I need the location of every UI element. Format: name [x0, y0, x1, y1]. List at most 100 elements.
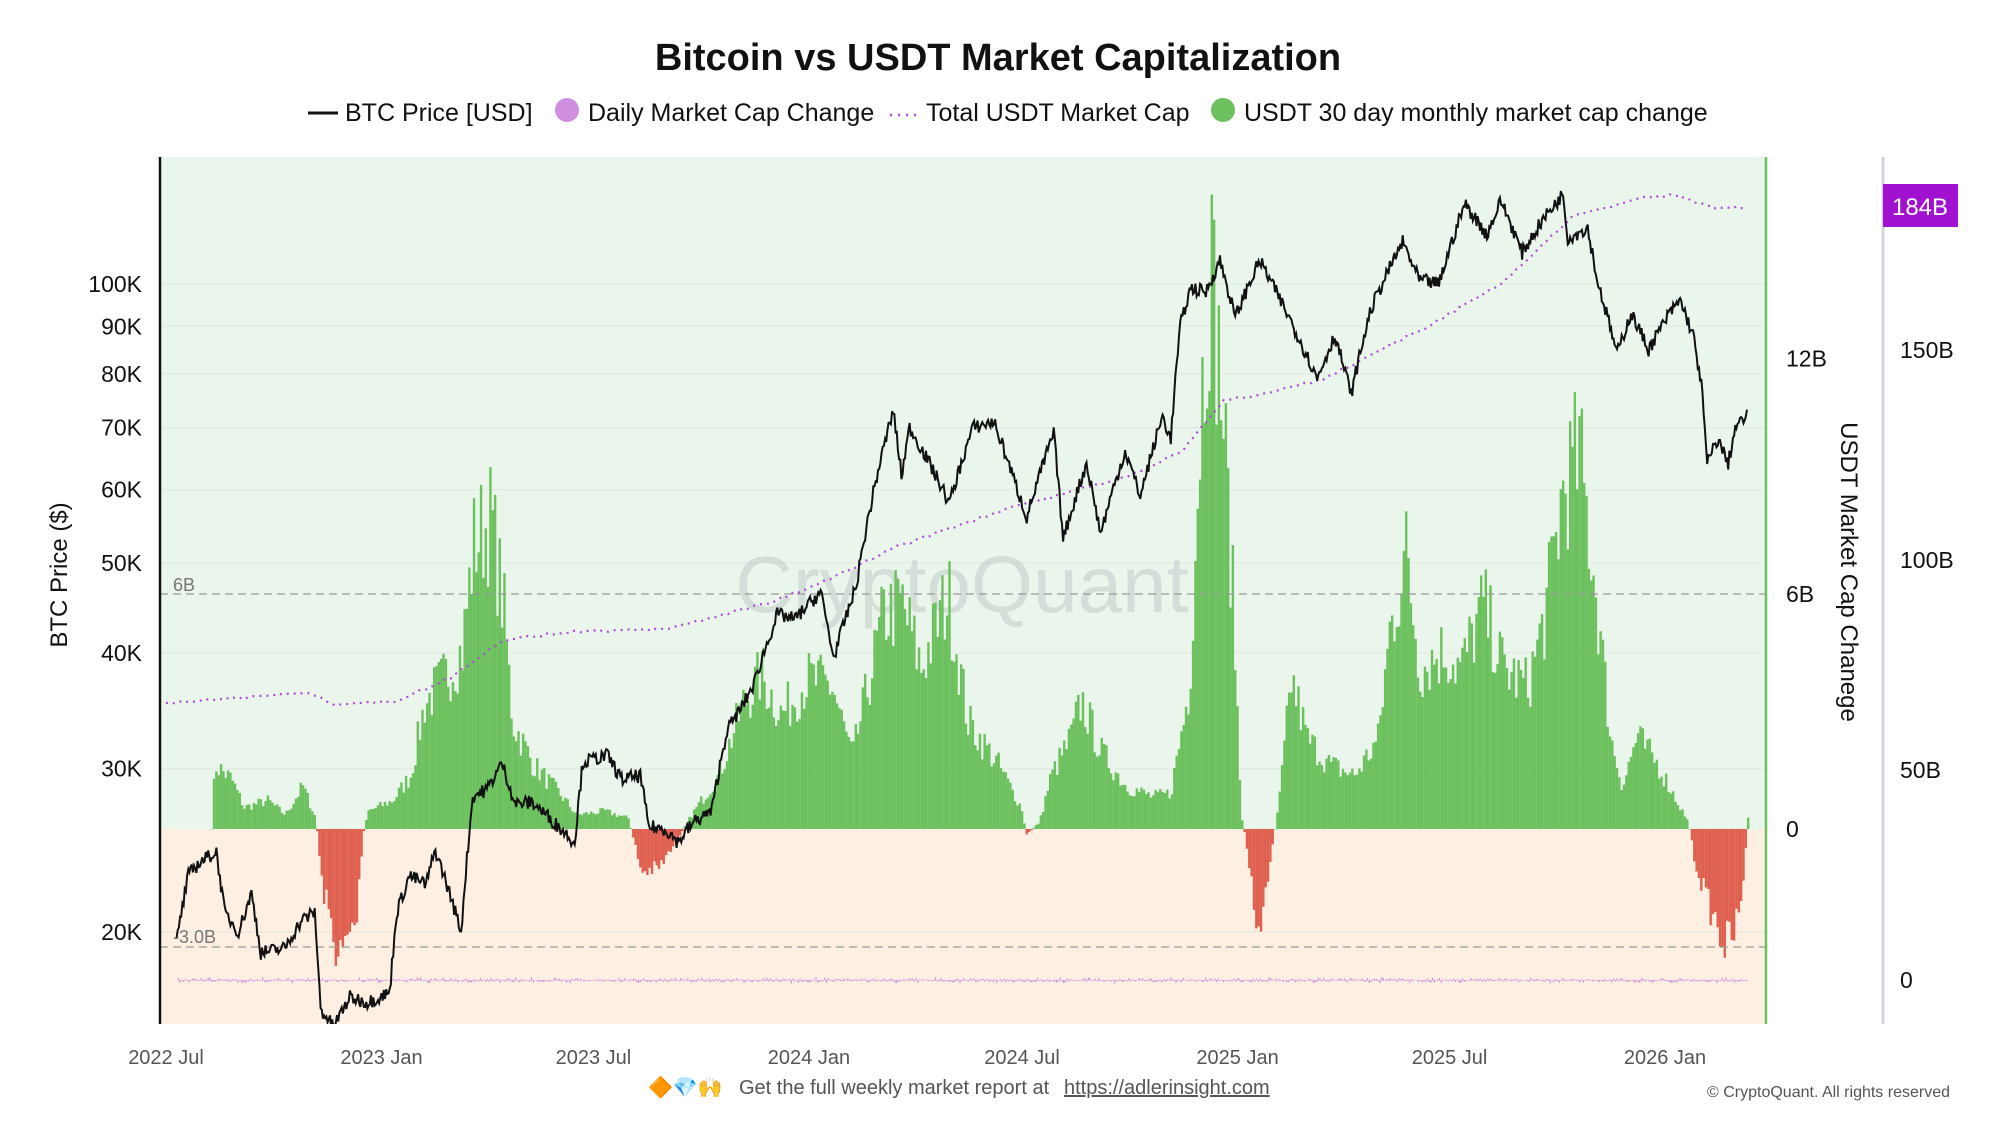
- bar-positive: [409, 777, 412, 829]
- daily-change-mark: [933, 980, 935, 981]
- bar-positive: [1210, 194, 1214, 829]
- daily-change-mark: [1149, 978, 1151, 981]
- bar-positive: [941, 575, 944, 829]
- daily-change-mark: [1403, 980, 1406, 981]
- daily-change-mark: [1136, 979, 1139, 981]
- bar-negative: [1255, 829, 1258, 929]
- bar-positive: [566, 799, 569, 829]
- daily-change-mark: [857, 979, 859, 981]
- bar-positive: [1568, 421, 1572, 829]
- daily-change-mark: [969, 978, 972, 981]
- bar-positive: [1304, 724, 1307, 829]
- bar-positive: [1222, 438, 1225, 829]
- bar-positive: [1109, 773, 1113, 829]
- daily-change-mark: [288, 978, 290, 981]
- bar-positive: [847, 737, 850, 829]
- daily-change-mark: [323, 980, 325, 981]
- bar-positive: [430, 715, 434, 829]
- bar-negative: [1269, 829, 1272, 862]
- legend-item-btc[interactable]: BTC Price [USD]: [308, 99, 533, 127]
- daily-change-mark: [441, 979, 443, 981]
- daily-change-mark: [910, 978, 912, 981]
- daily-change-mark: [355, 979, 357, 981]
- bar-positive: [1187, 714, 1190, 829]
- bar-positive: [728, 738, 731, 829]
- daily-change-mark: [409, 978, 411, 981]
- bar-positive: [540, 769, 544, 829]
- bar-positive: [1093, 752, 1096, 829]
- daily-change-mark: [1535, 978, 1537, 981]
- daily-change-mark: [1031, 980, 1033, 983]
- daily-change-mark: [506, 978, 508, 981]
- daily-change-mark: [578, 979, 580, 981]
- bar-positive: [271, 802, 274, 829]
- daily-change-mark: [655, 980, 657, 983]
- bar-positive: [622, 815, 626, 829]
- bar-positive: [938, 600, 942, 829]
- daily-change-mark: [1498, 978, 1500, 981]
- daily-change-mark: [1170, 977, 1172, 981]
- legend-item-daily[interactable]: Daily Market Cap Change: [555, 98, 874, 127]
- bar-negative: [1714, 829, 1717, 913]
- bar-positive: [367, 810, 370, 829]
- bar-positive: [210, 829, 213, 830]
- bar-positive: [458, 645, 462, 829]
- bar-positive: [910, 631, 914, 829]
- daily-change-mark: [769, 978, 771, 981]
- daily-change-mark: [1554, 979, 1557, 981]
- daily-change-mark: [455, 978, 457, 981]
- footer-link[interactable]: https://adlerinsight.com: [1064, 1077, 1270, 1099]
- bar-positive: [1177, 748, 1181, 829]
- bar-positive: [1215, 424, 1218, 829]
- daily-change-mark: [1705, 980, 1708, 982]
- daily-change-mark: [1509, 979, 1511, 981]
- bar-positive: [1227, 468, 1230, 829]
- bar-positive: [1217, 305, 1221, 829]
- legend-item-usdt-cap[interactable]: Total USDT Market Cap: [890, 99, 1190, 127]
- bar-positive: [1084, 727, 1087, 829]
- bar-positive: [1142, 789, 1146, 829]
- bar-positive: [1461, 647, 1464, 829]
- bar-positive: [400, 782, 403, 829]
- daily-change-mark: [741, 979, 743, 981]
- daily-change-mark: [878, 980, 880, 981]
- bar-positive: [215, 771, 218, 829]
- legend-item-30d[interactable]: USDT 30 day monthly market cap change: [1211, 98, 1708, 127]
- daily-change-mark: [218, 978, 220, 981]
- bar-positive: [552, 778, 555, 829]
- bar-positive: [273, 805, 277, 829]
- bar-positive: [1159, 788, 1162, 829]
- bar-positive: [1320, 764, 1324, 829]
- daily-change-mark: [483, 979, 485, 981]
- daily-change-mark: [1363, 980, 1365, 982]
- daily-change-mark: [1063, 980, 1065, 984]
- bar-positive: [1629, 756, 1633, 829]
- bar-positive: [388, 801, 391, 829]
- daily-change-mark: [1567, 980, 1569, 981]
- daily-change-mark: [1298, 978, 1300, 981]
- bar-positive: [245, 804, 249, 829]
- bar-positive: [875, 630, 879, 829]
- daily-change-mark: [810, 980, 812, 982]
- daily-change-mark: [1698, 980, 1701, 982]
- daily-change-mark: [880, 980, 882, 982]
- daily-change-mark: [460, 980, 462, 981]
- daily-change-mark: [462, 980, 464, 982]
- daily-change-mark: [1321, 980, 1323, 982]
- daily-change-mark: [1518, 980, 1520, 983]
- daily-change-mark: [1150, 978, 1153, 981]
- bar-positive: [393, 800, 396, 829]
- bar-positive: [374, 808, 377, 829]
- bar-positive: [1451, 664, 1455, 829]
- bar-positive: [957, 695, 961, 829]
- daily-change-mark: [632, 978, 634, 981]
- bar-positive: [744, 705, 747, 829]
- bar-positive: [376, 805, 380, 829]
- daily-change-mark: [339, 980, 341, 981]
- daily-change-mark: [1265, 980, 1267, 982]
- daily-change-mark: [576, 977, 578, 981]
- daily-change-mark: [1409, 980, 1411, 983]
- daily-change-mark: [1626, 980, 1629, 982]
- daily-change-mark: [304, 980, 306, 981]
- badge-label: 184B: [1892, 194, 1948, 221]
